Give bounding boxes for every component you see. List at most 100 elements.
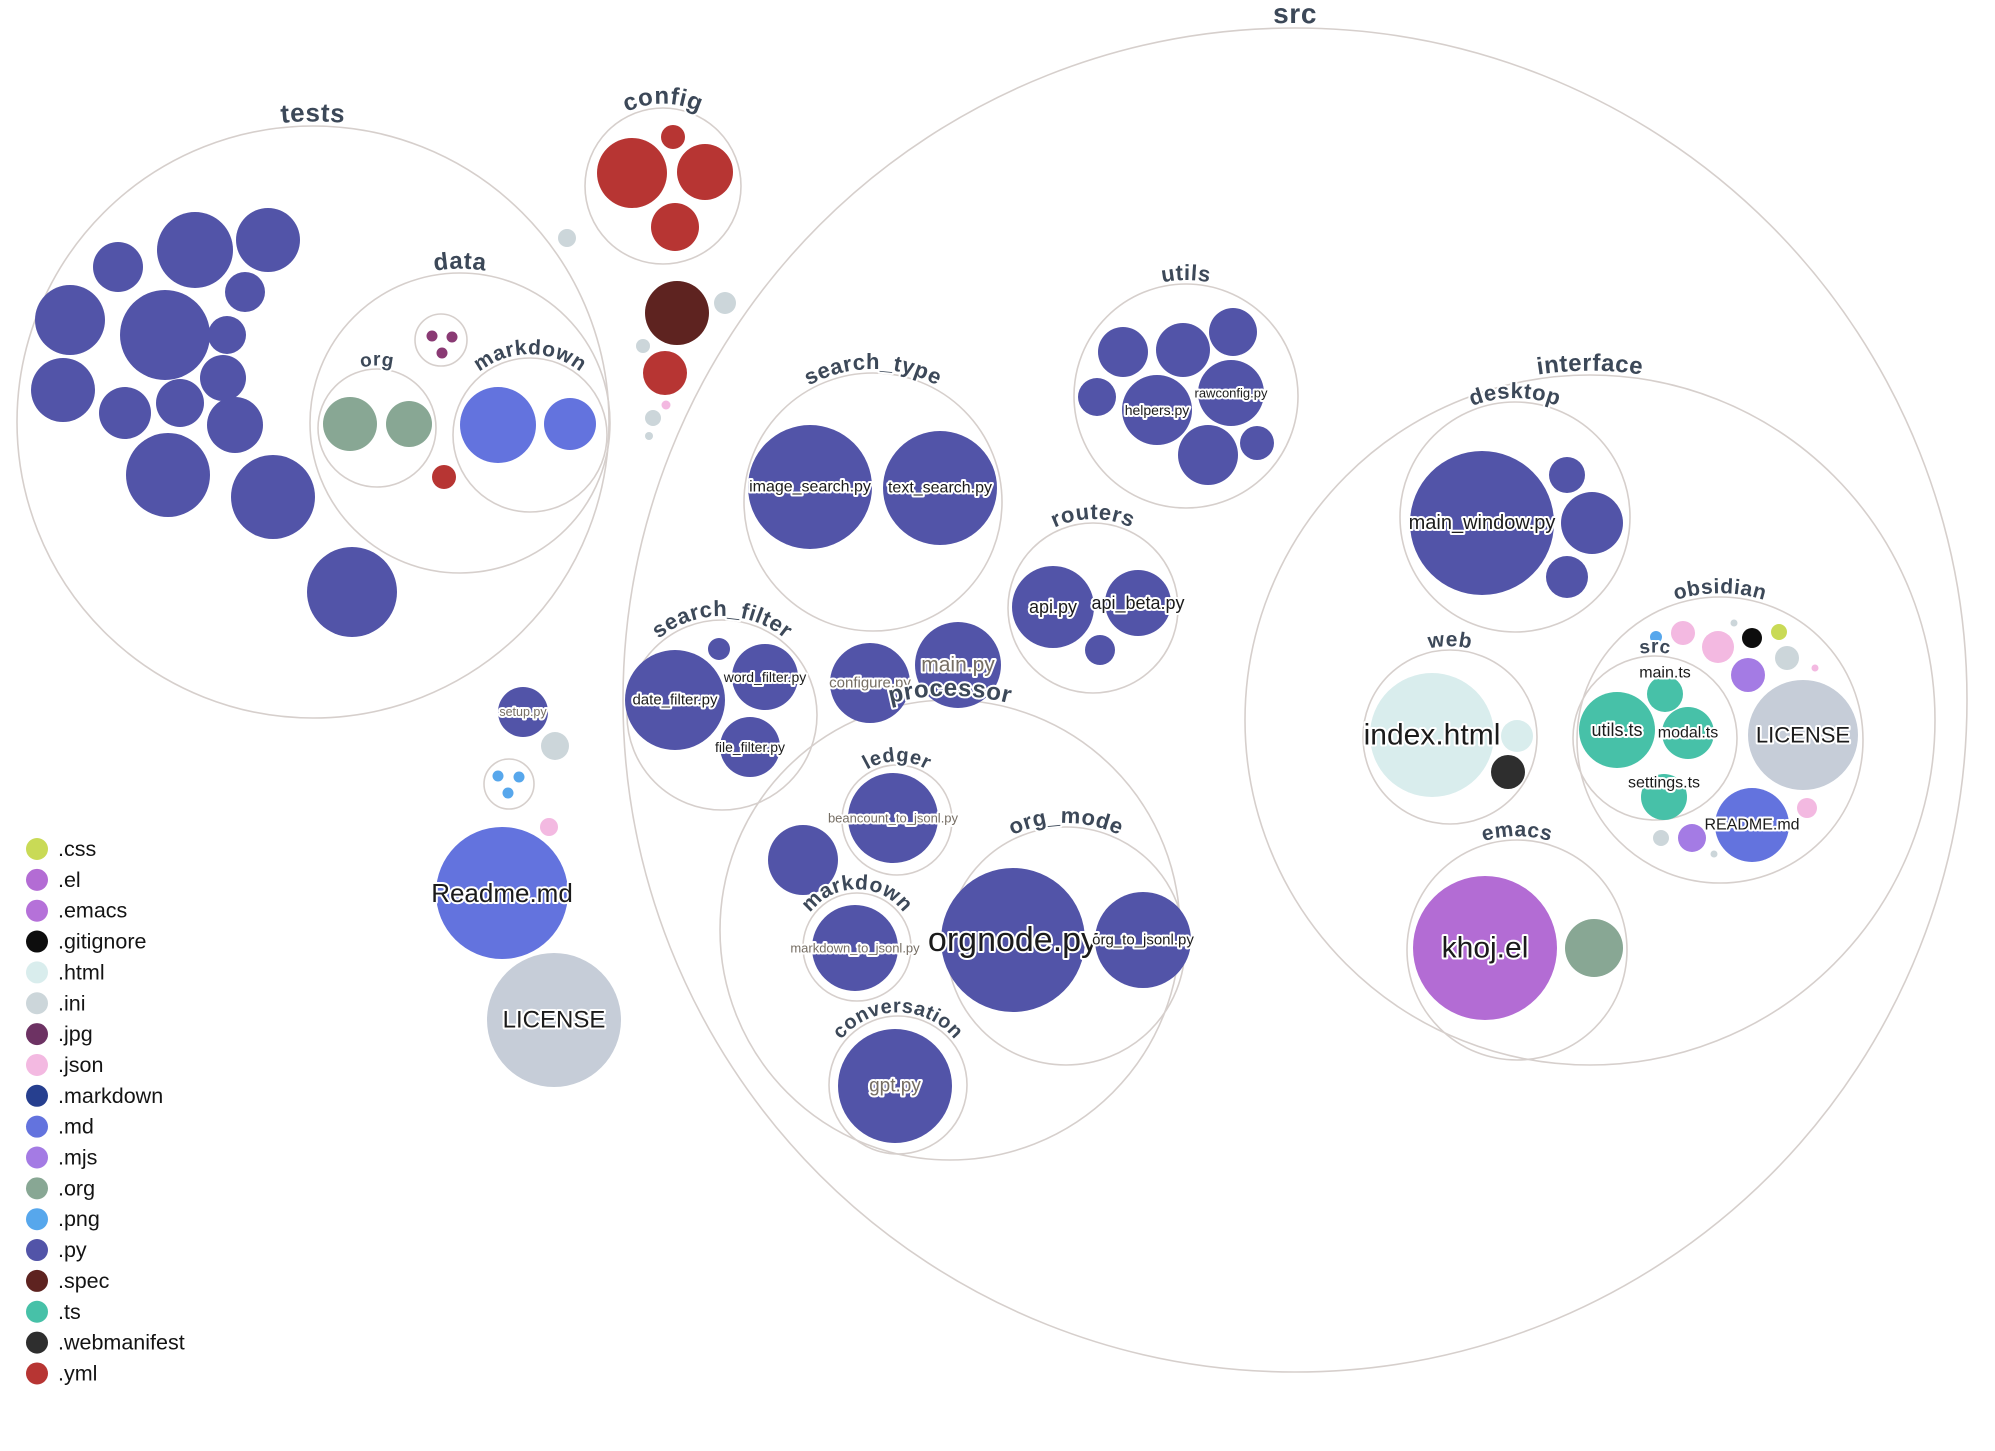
file-obs-ini-4[interactable] [1710,850,1718,858]
folder-web[interactable] [1362,649,1538,825]
file-test-8[interactable] [31,358,95,422]
file-org-file-2[interactable] [386,401,432,447]
folder-obsidian-src[interactable] [1572,655,1738,821]
file-desktop-py-2[interactable] [1561,492,1623,554]
file-setup-py[interactable] [498,687,548,737]
file-root-ini-3[interactable] [645,410,661,426]
file-helpers-py[interactable] [1122,375,1192,445]
file-main-ts[interactable] [1647,676,1683,712]
file-utils-py-5[interactable] [1178,425,1238,485]
file-markdown-jsonl-py[interactable] [812,905,898,991]
file-main-py[interactable] [915,622,1001,708]
file-utils-py-2[interactable] [1156,323,1210,377]
file-root-json-2[interactable] [540,818,558,836]
file-date-filter-py[interactable] [625,650,725,750]
folder-obsidian[interactable] [1576,596,1864,884]
file-test-6[interactable] [120,290,210,380]
file-obs-ini-1[interactable] [1730,619,1738,627]
file-obs-mjs-1[interactable] [1731,658,1765,692]
file-obs-png[interactable] [1650,631,1662,643]
folder-utils[interactable] [1073,283,1299,509]
file-test-15[interactable] [307,547,397,637]
file-desktop-py-3[interactable] [1546,556,1588,598]
folder-proc-markdown[interactable] [802,892,912,1002]
file-org-file-1[interactable] [323,397,377,451]
file-test-13[interactable] [126,433,210,517]
file-obs-ini-3[interactable] [1653,830,1669,846]
file-test-1[interactable] [157,212,233,288]
file-readme-obs[interactable] [1715,788,1789,862]
file-obs-mjs-2[interactable] [1678,824,1706,852]
file-data-yml[interactable] [432,465,456,489]
folder-png-folder[interactable] [483,758,535,810]
file-test-10[interactable] [99,387,151,439]
file-utils-py-3[interactable] [1209,308,1257,356]
file-webmanifest[interactable] [1491,755,1525,789]
file-api-beta-py[interactable] [1105,570,1171,636]
file-root-yml[interactable] [643,351,687,395]
file-md-file-1[interactable] [460,387,536,463]
file-obs-ini-2[interactable] [1775,646,1799,670]
file-org-to-jsonl-py[interactable] [1095,892,1191,988]
file-root-json-1[interactable] [661,400,671,410]
file-khoj-el[interactable] [1413,876,1557,1020]
file-config-yml-1[interactable] [597,138,667,208]
file-html-small[interactable] [1501,720,1533,752]
file-utils-py-4[interactable] [1078,378,1116,416]
file-test-2[interactable] [236,208,300,272]
file-utils-py-1[interactable] [1098,327,1148,377]
file-obs-json-4[interactable] [1797,798,1817,818]
folder-data[interactable] [309,272,611,574]
file-filter-py[interactable] [708,638,730,660]
file-gpt-py[interactable] [838,1029,952,1143]
file-jpg-1[interactable] [426,330,438,342]
file-root-ini-4[interactable] [645,432,653,440]
file-readme-root[interactable] [436,827,568,959]
file-utils-py-6[interactable] [1240,426,1274,460]
file-test-11[interactable] [156,379,204,427]
file-root-ini-1[interactable] [714,292,736,314]
file-beancount-py[interactable] [848,773,938,863]
file-root-spec[interactable] [645,281,709,345]
folder-interface[interactable] [1244,374,1936,1066]
file-emacs-org[interactable] [1565,919,1623,977]
file-png-3[interactable] [502,787,514,799]
folder-src[interactable] [622,27,1968,1373]
file-jpg-3[interactable] [436,347,448,359]
file-file-filter-py[interactable] [720,717,780,777]
file-obs-git[interactable] [1742,628,1762,648]
file-api-py[interactable] [1012,566,1094,648]
file-test-5[interactable] [35,285,105,355]
file-png-2[interactable] [513,771,525,783]
file-config-yml-2[interactable] [677,144,733,200]
file-root-ini-5[interactable] [558,229,576,247]
file-obs-css[interactable] [1771,624,1787,640]
file-obs-json-3[interactable] [1811,664,1819,672]
file-index-html[interactable] [1370,673,1494,797]
file-obs-json-2[interactable] [1702,631,1734,663]
file-png-1[interactable] [492,770,504,782]
file-config-yml-4[interactable] [651,203,699,251]
file-config-yml-3[interactable] [661,125,685,149]
folder-config[interactable] [584,107,742,265]
file-configure-py[interactable] [830,643,910,723]
file-root-ini-2[interactable] [636,339,650,353]
folder-data-markdown[interactable] [452,357,608,513]
file-obs-json-1[interactable] [1671,621,1695,645]
file-text-search-py[interactable] [883,431,997,545]
file-license-obs[interactable] [1748,680,1858,790]
file-md-file-2[interactable] [544,398,596,450]
file-test-4[interactable] [225,272,265,312]
file-utils-ts[interactable] [1579,692,1655,768]
file-processor-py[interactable] [768,825,838,895]
file-test-7[interactable] [208,316,246,354]
file-orgnode-py[interactable] [941,868,1085,1012]
file-desktop-py-1[interactable] [1549,457,1585,493]
file-license-root[interactable] [487,953,621,1087]
folder-emacs[interactable] [1406,839,1628,1061]
folder-desktop[interactable] [1399,401,1631,633]
file-test-12[interactable] [207,397,263,453]
file-test-3[interactable] [93,242,143,292]
file-word-filter-py[interactable] [732,644,798,710]
file-root-ini-6[interactable] [541,732,569,760]
